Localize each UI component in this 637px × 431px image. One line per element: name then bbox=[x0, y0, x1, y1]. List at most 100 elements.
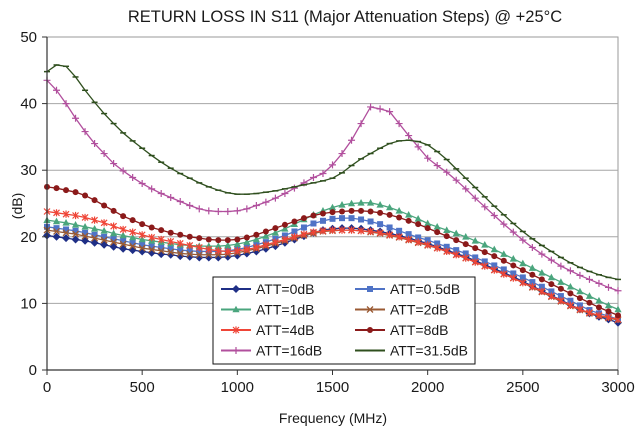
data-point bbox=[53, 228, 60, 235]
data-point bbox=[386, 108, 394, 116]
data-point bbox=[424, 219, 432, 227]
data-point bbox=[72, 114, 80, 122]
data-point bbox=[158, 244, 165, 251]
data-point bbox=[586, 299, 593, 306]
data-point bbox=[243, 238, 251, 245]
legend-item: ATT=16dB bbox=[221, 343, 322, 359]
x-tick-label: 2000 bbox=[411, 379, 444, 396]
data-point bbox=[519, 259, 527, 267]
legend-marker bbox=[367, 327, 373, 333]
data-point bbox=[491, 253, 498, 260]
data-point bbox=[386, 231, 394, 239]
data-point bbox=[348, 136, 356, 144]
data-point bbox=[576, 287, 584, 295]
data-point bbox=[148, 185, 156, 193]
data-point bbox=[500, 250, 508, 257]
data-point bbox=[138, 180, 146, 188]
data-point bbox=[129, 239, 136, 246]
data-point bbox=[62, 210, 70, 218]
data-point bbox=[529, 271, 536, 278]
data-point bbox=[509, 228, 517, 236]
data-point bbox=[405, 132, 413, 140]
data-point bbox=[348, 226, 355, 234]
data-point bbox=[81, 236, 90, 245]
data-point bbox=[253, 231, 260, 238]
data-point bbox=[528, 283, 536, 291]
data-point bbox=[357, 227, 365, 235]
data-point bbox=[243, 234, 250, 241]
data-point bbox=[138, 235, 146, 243]
data-point bbox=[138, 244, 146, 252]
data-point bbox=[414, 215, 422, 222]
data-point bbox=[167, 237, 175, 246]
data-point bbox=[177, 247, 184, 254]
data-point bbox=[53, 209, 60, 217]
data-point bbox=[91, 140, 99, 148]
data-point bbox=[195, 251, 203, 259]
data-point bbox=[367, 103, 375, 111]
data-point bbox=[129, 174, 137, 182]
data-point bbox=[376, 201, 384, 208]
data-point bbox=[453, 237, 460, 244]
data-point bbox=[100, 219, 108, 227]
data-point bbox=[338, 201, 346, 208]
data-point bbox=[110, 235, 117, 242]
legend-item: ATT=0dB bbox=[221, 281, 315, 297]
data-point bbox=[291, 233, 298, 241]
data-point bbox=[81, 213, 89, 222]
data-point bbox=[462, 254, 470, 262]
legend: ATT=0dB ATT=0.5dB ATT=1dB ATT=2dB ATT=4dB ATT… bbox=[212, 276, 476, 365]
data-point bbox=[605, 313, 612, 321]
data-point bbox=[319, 210, 326, 217]
data-point bbox=[63, 226, 70, 233]
data-point bbox=[452, 251, 460, 259]
data-point bbox=[62, 229, 70, 237]
data-point bbox=[405, 217, 412, 224]
data-point bbox=[538, 250, 546, 258]
data-point bbox=[415, 221, 422, 228]
data-point bbox=[167, 248, 175, 256]
x-tick-label: 1500 bbox=[316, 379, 349, 396]
data-point bbox=[481, 240, 489, 248]
data-point bbox=[100, 227, 108, 234]
data-point bbox=[71, 235, 80, 244]
legend-marker bbox=[232, 285, 240, 293]
data-point bbox=[405, 211, 413, 218]
data-point bbox=[148, 224, 155, 231]
data-point bbox=[472, 245, 479, 252]
data-point bbox=[252, 235, 260, 243]
data-point bbox=[490, 266, 498, 274]
data-point bbox=[110, 238, 118, 246]
data-point bbox=[386, 224, 393, 231]
legend-label: ATT=2dB bbox=[390, 302, 449, 318]
x-tick-label: 0 bbox=[43, 379, 51, 396]
data-point bbox=[367, 218, 374, 225]
data-point bbox=[214, 247, 222, 255]
data-point bbox=[262, 232, 270, 239]
data-point bbox=[519, 267, 526, 274]
data-point bbox=[90, 225, 99, 232]
data-point bbox=[281, 190, 289, 198]
data-point bbox=[243, 205, 251, 213]
data-point bbox=[595, 279, 603, 287]
data-point bbox=[547, 273, 555, 281]
legend-marker bbox=[366, 306, 374, 313]
data-point bbox=[358, 216, 365, 223]
data-point bbox=[490, 245, 498, 253]
data-point bbox=[576, 271, 584, 279]
data-point bbox=[576, 295, 583, 302]
data-point bbox=[205, 245, 213, 254]
data-point bbox=[90, 238, 99, 247]
data-point bbox=[91, 234, 99, 242]
data-point bbox=[319, 227, 327, 235]
data-point bbox=[367, 208, 374, 215]
data-point bbox=[443, 226, 451, 233]
data-point bbox=[567, 290, 574, 297]
data-point bbox=[576, 305, 584, 313]
legend-item: ATT=2dB bbox=[355, 302, 449, 318]
data-point bbox=[271, 194, 279, 202]
data-point bbox=[595, 311, 603, 319]
data-point bbox=[120, 213, 127, 220]
data-point bbox=[358, 207, 365, 214]
